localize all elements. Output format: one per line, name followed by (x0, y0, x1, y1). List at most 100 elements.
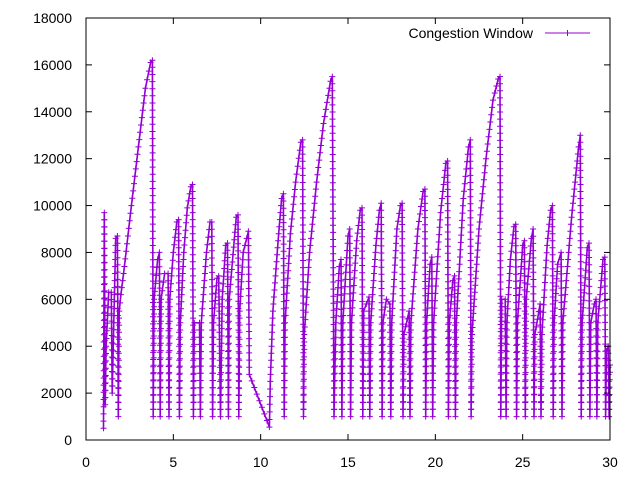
data-point (400, 406, 407, 413)
data-point (149, 114, 156, 121)
data-point (114, 254, 121, 261)
data-point (550, 357, 556, 364)
data-point (497, 328, 504, 335)
data-point (210, 348, 217, 355)
data-point (367, 391, 373, 398)
data-point (116, 315, 123, 322)
data-point (480, 183, 487, 190)
data-point (456, 268, 463, 275)
data-point (497, 293, 504, 300)
data-point (359, 413, 366, 420)
data-point (579, 312, 586, 319)
data-point (467, 214, 474, 221)
data-point (388, 370, 395, 377)
data-point (594, 334, 601, 341)
data-point (489, 104, 496, 111)
data-point (156, 270, 163, 277)
data-point (245, 285, 252, 292)
data-point (497, 406, 504, 413)
data-point (550, 399, 557, 406)
data-point (563, 270, 570, 277)
data-point (587, 334, 594, 341)
data-point (407, 391, 414, 398)
data-point (468, 361, 475, 368)
data-point (457, 254, 463, 260)
data-point (218, 362, 225, 369)
data-point (467, 222, 474, 228)
data-point (115, 343, 122, 350)
x-tick-label: 0 (82, 454, 90, 470)
data-point (444, 186, 451, 193)
data-point (577, 139, 584, 146)
data-point (503, 348, 510, 355)
data-point (332, 341, 339, 348)
data-point (388, 319, 395, 326)
data-point (225, 370, 232, 377)
data-point (550, 355, 557, 362)
data-point (280, 219, 287, 226)
data-point (156, 263, 163, 270)
data-point (339, 377, 346, 384)
data-point (280, 269, 287, 276)
data-point (175, 244, 182, 251)
data-point (503, 406, 510, 413)
data-point (211, 312, 218, 319)
data-point (589, 310, 596, 317)
data-point (151, 318, 157, 325)
data-point (121, 263, 128, 270)
data-point (126, 217, 133, 224)
data-point (150, 406, 157, 413)
data-point (456, 261, 463, 268)
data-point (180, 256, 187, 263)
data-point (366, 357, 373, 364)
data-point (367, 334, 374, 341)
data-point (149, 292, 156, 299)
data-point (503, 341, 510, 348)
data-point (367, 363, 374, 370)
data-point (554, 261, 561, 268)
data-point (399, 342, 406, 349)
data-point (445, 413, 452, 420)
data-point (190, 399, 197, 406)
data-point (267, 378, 274, 385)
data-point (189, 279, 196, 286)
data-point (282, 334, 288, 341)
data-point (418, 203, 424, 210)
data-point (310, 207, 317, 214)
data-point (286, 238, 293, 245)
data-point (338, 270, 345, 277)
data-point (149, 121, 156, 128)
data-point (149, 171, 156, 178)
data-point (565, 256, 572, 263)
data-point (577, 160, 584, 167)
data-point (407, 406, 414, 413)
y-tick-label: 12000 (33, 151, 72, 167)
data-point (423, 319, 430, 326)
data-point (150, 333, 157, 339)
data-point (399, 356, 406, 363)
data-point (149, 135, 156, 142)
data-point (349, 304, 356, 311)
data-point (197, 384, 204, 391)
data-point (281, 348, 288, 355)
data-point (531, 339, 538, 345)
data-point (582, 274, 589, 281)
data-point (579, 319, 586, 326)
data-point (369, 298, 376, 305)
data-point (606, 406, 613, 413)
data-point (185, 197, 192, 204)
data-point (338, 356, 345, 363)
data-point (406, 364, 413, 371)
data-point (444, 193, 451, 200)
data-point (235, 233, 242, 240)
data-point (593, 369, 600, 376)
data-point (468, 353, 475, 360)
data-point (114, 290, 121, 297)
data-point (594, 391, 601, 398)
data-point (578, 406, 585, 413)
data-point (497, 250, 504, 257)
data-point (549, 272, 556, 279)
data-point (530, 290, 537, 297)
data-point (177, 348, 184, 355)
data-point (115, 363, 122, 369)
